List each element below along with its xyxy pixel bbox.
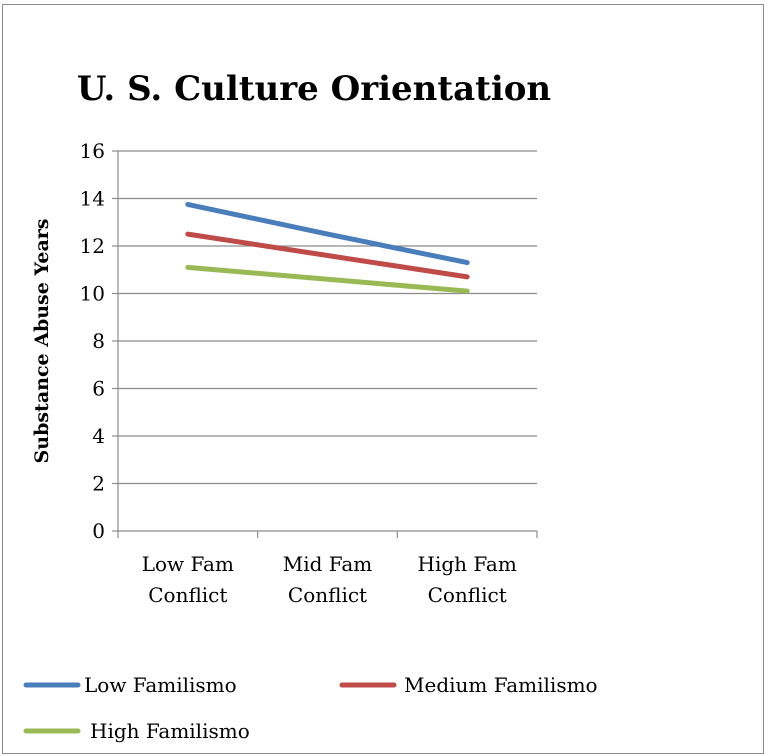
y-axis-label: Substance Abuse Years — [31, 219, 53, 464]
chart-frame — [2, 4, 764, 754]
y-tick-label: 2 — [92, 472, 105, 496]
x-tick-label: High Fam Conflict — [418, 552, 517, 607]
y-tick-label: 4 — [92, 424, 105, 448]
y-tick-label: 0 — [92, 519, 105, 543]
legend-label-low-familismo: Low Familismo — [84, 673, 237, 697]
chart-title: U. S. Culture Orientation — [77, 69, 551, 109]
y-tick-label: 10 — [80, 282, 105, 306]
y-tick-label: 16 — [80, 139, 105, 163]
series-line-low-familismo — [185, 201, 470, 266]
legend-label-medium-familismo: Medium Familismo — [404, 673, 598, 697]
series-line-high-familismo — [185, 264, 470, 294]
legend: Low Familismo Medium Familismo High Famili… — [23, 673, 598, 743]
axis-layer: 0 2 4 6 8 10 12 14 16 Low Fam Conflict Mid Fam Confl… — [80, 139, 538, 607]
y-tick-label: 6 — [92, 377, 105, 401]
x-tick-label: Low Fam Conflict — [142, 552, 234, 607]
x-tick-label: Mid Fam Conflict — [283, 552, 372, 607]
y-tick-label: 12 — [80, 234, 105, 258]
y-tick-label: 14 — [80, 187, 105, 211]
series-line-medium-familismo — [185, 231, 470, 280]
grid-layer — [118, 150, 537, 485]
series-layer — [185, 201, 470, 294]
legend-label-high-familismo: High Familismo — [90, 719, 250, 743]
y-tick-label: 8 — [92, 329, 105, 353]
